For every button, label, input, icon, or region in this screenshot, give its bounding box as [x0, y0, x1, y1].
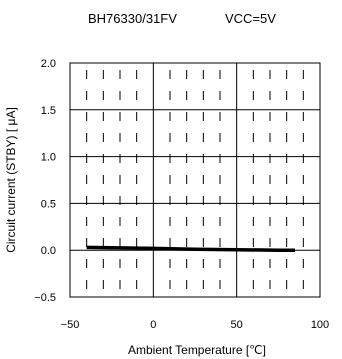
y-tick-label: 0.5 [41, 198, 56, 210]
y-tick-label: −0.5 [34, 292, 56, 304]
x-tick-label: −50 [61, 319, 80, 331]
y-tick-label: 1.5 [41, 105, 56, 117]
plot-frame [69, 62, 321, 298]
chart-title: BH76330/31FV [88, 11, 177, 26]
y-tick-label: 1.0 [41, 152, 56, 164]
x-axis-label: Ambient Temperature [℃] [128, 343, 266, 357]
y-axis-label: Circuit current (STBY) [ μA] [4, 107, 18, 253]
y-tick-label: 2.0 [41, 58, 56, 70]
series-line [86, 245, 295, 252]
x-tick-label: 0 [150, 319, 156, 331]
x-tick-label: 100 [311, 319, 329, 331]
x-tick-label: 50 [231, 319, 243, 331]
chart-subtitle: VCC=5V [225, 11, 276, 26]
y-tick-label: 0.0 [41, 245, 56, 257]
